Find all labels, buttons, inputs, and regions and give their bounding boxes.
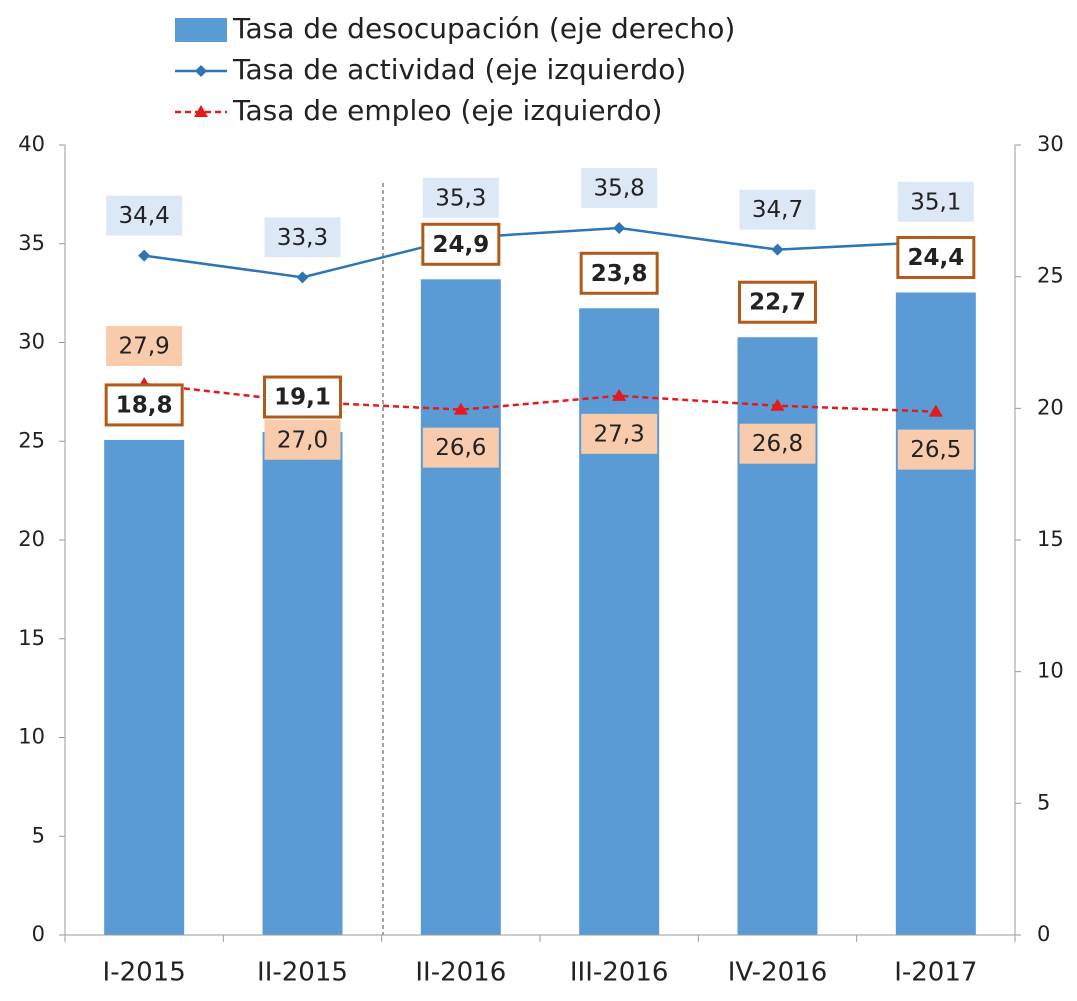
data-label-box <box>581 167 658 208</box>
marker <box>296 271 309 284</box>
data-label-box <box>422 177 499 218</box>
legend-label: Tasa de empleo (eje izquierdo) <box>232 94 662 127</box>
data-label-group: 18,8 <box>104 383 184 427</box>
y-tick-label: 20 <box>18 527 45 551</box>
legend-swatch <box>175 18 227 42</box>
data-label-group: 27,9 <box>106 325 183 366</box>
data-label-group: 24,4 <box>896 235 976 279</box>
data-label-group: 27,3 <box>581 413 658 454</box>
data-label: 35,8 <box>594 175 645 201</box>
data-label: 33,3 <box>277 225 328 251</box>
data-label-group: 35,1 <box>897 181 974 222</box>
y2-tick-label: 10 <box>1037 659 1064 683</box>
data-label-box <box>106 195 183 236</box>
data-label: 22,7 <box>749 290 806 316</box>
marker <box>138 249 151 262</box>
data-label-group: 23,8 <box>579 251 659 295</box>
data-label-box <box>581 413 658 454</box>
x-tick-label: II-2015 <box>257 958 348 988</box>
data-label: 26,8 <box>752 431 803 457</box>
marker <box>771 243 784 256</box>
data-label-box <box>264 217 341 258</box>
legend-label: Tasa de desocupación (eje derecho) <box>232 12 735 45</box>
y2-tick-label: 5 <box>1037 790 1050 814</box>
data-label-box <box>739 189 816 230</box>
marker <box>612 388 627 401</box>
y-tick-label: 0 <box>32 922 45 946</box>
data-label: 27,0 <box>277 427 328 453</box>
bar <box>262 432 343 935</box>
data-label: 27,3 <box>594 421 645 447</box>
x-tick-label: I-2017 <box>894 958 977 988</box>
data-label: 35,1 <box>910 189 961 215</box>
data-label: 26,5 <box>910 437 961 463</box>
y2-tick-label: 25 <box>1037 264 1064 288</box>
x-tick-label: II-2016 <box>415 958 506 988</box>
data-label-group: 26,8 <box>739 423 816 464</box>
legend-marker <box>195 65 207 77</box>
marker <box>928 404 943 417</box>
x-tick-label: III-2016 <box>570 958 669 988</box>
data-label-group: 27,0 <box>264 419 341 460</box>
marker <box>613 221 626 234</box>
y-tick-label: 30 <box>18 330 45 354</box>
y-tick-label: 10 <box>18 725 45 749</box>
data-label-group: 34,7 <box>739 189 816 230</box>
data-label-group: 22,7 <box>738 280 817 324</box>
bar <box>104 439 185 935</box>
data-label-group: 35,3 <box>422 177 499 218</box>
data-label-box <box>739 423 816 464</box>
bar <box>420 279 501 935</box>
bar <box>579 308 660 935</box>
y-tick-label: 5 <box>32 823 45 847</box>
y-tick-label: 15 <box>18 626 45 650</box>
bar <box>895 292 976 935</box>
x-tick-label: IV-2016 <box>728 958 827 988</box>
data-label-group: 33,3 <box>264 217 341 258</box>
data-label: 35,3 <box>435 185 486 211</box>
data-label-box <box>897 181 974 222</box>
data-label-box <box>738 280 817 324</box>
data-label-box <box>106 325 183 366</box>
data-label-box <box>263 375 342 419</box>
data-label-group: 35,8 <box>581 167 658 208</box>
legend-marker <box>194 105 208 117</box>
data-label: 27,9 <box>119 333 170 359</box>
marker <box>453 402 468 415</box>
data-label-box <box>264 419 341 460</box>
y-tick-label: 35 <box>18 231 45 255</box>
data-label-group: 24,9 <box>421 222 501 266</box>
data-label: 34,7 <box>752 197 803 223</box>
data-label: 19,1 <box>274 385 331 411</box>
data-label-group: 34,4 <box>106 195 183 236</box>
y-tick-label: 40 <box>18 132 45 156</box>
data-label-group: 26,5 <box>897 429 974 470</box>
data-label-box <box>104 383 184 427</box>
data-label-box <box>422 427 499 468</box>
data-label: 34,4 <box>119 203 170 229</box>
data-label: 23,8 <box>591 261 648 287</box>
data-label: 24,9 <box>432 232 489 258</box>
data-label: 26,6 <box>435 435 486 461</box>
y2-tick-label: 20 <box>1037 395 1064 419</box>
y-tick-label: 25 <box>18 428 45 452</box>
data-label: 24,4 <box>907 245 964 271</box>
data-label-box <box>421 222 501 266</box>
data-label-box <box>897 429 974 470</box>
x-tick-label: I-2015 <box>103 958 186 988</box>
legend-label: Tasa de actividad (eje izquierdo) <box>232 53 686 86</box>
marker <box>770 398 785 411</box>
data-label-box <box>896 235 976 279</box>
line-series <box>143 226 936 279</box>
y2-tick-label: 30 <box>1037 132 1064 156</box>
data-label-box <box>579 251 659 295</box>
y2-tick-label: 15 <box>1037 527 1064 551</box>
y2-tick-label: 0 <box>1037 922 1050 946</box>
data-label-group: 19,1 <box>263 375 342 419</box>
data-label: 18,8 <box>116 392 173 418</box>
data-label-group: 26,6 <box>422 427 499 468</box>
